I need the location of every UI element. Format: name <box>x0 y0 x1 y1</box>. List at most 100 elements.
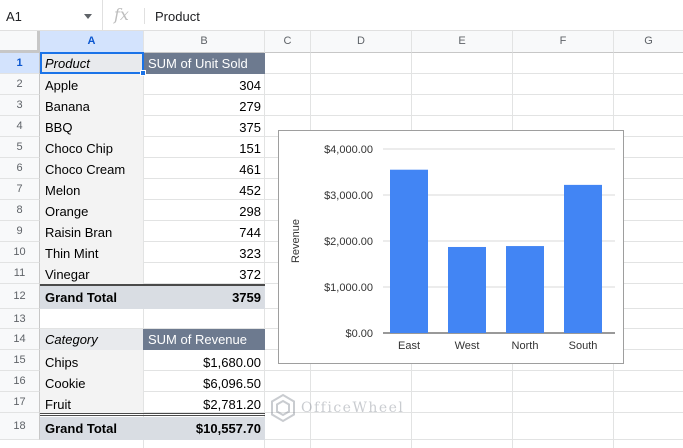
pivot1-row-value[interactable]: 452 <box>239 183 261 198</box>
row-header-13[interactable]: 13 <box>0 309 40 329</box>
row-header-14[interactable]: 14 <box>0 329 40 350</box>
grid-line <box>40 412 683 413</box>
pivot1-header-bg <box>40 53 143 74</box>
row-header-6[interactable]: 6 <box>0 158 40 179</box>
watermark-text: OfficeWheel <box>301 400 405 416</box>
pivot1-row-value[interactable]: 375 <box>239 120 261 135</box>
pivot1-row-value[interactable]: 304 <box>239 78 261 93</box>
pivot2-row-label[interactable]: Cookie <box>45 376 86 391</box>
row-header-15[interactable]: 15 <box>0 350 40 371</box>
pivot2-row-header[interactable]: Category <box>45 332 98 347</box>
column-header-b[interactable]: B <box>144 31 265 53</box>
pivot1-total-bg <box>40 286 265 309</box>
pivot1-row-label[interactable]: Thin Mint <box>45 246 99 261</box>
chart-canvas: $0.00 $1,000.00 $2,000.00 $3,000.00 $4,000.0… <box>290 144 615 352</box>
row-header-18[interactable]: 18 <box>0 413 40 440</box>
formula-input[interactable]: Product <box>155 9 200 24</box>
chevron-down-icon[interactable] <box>84 14 92 19</box>
pivot2-row-label[interactable]: Fruit <box>45 397 71 412</box>
pivot1-value-header[interactable]: SUM of Unit Sold <box>148 56 248 71</box>
grid-line <box>40 370 683 371</box>
row-header-4[interactable]: 4 <box>0 116 40 137</box>
function-icon: fx <box>114 5 129 24</box>
x-tick-label: South <box>569 340 598 352</box>
pivot1-value-header-bg: SUM of Unit Sold <box>143 53 265 74</box>
y-tick-label: $2,000.00 <box>324 236 373 248</box>
pivot2-total-rule <box>40 415 265 416</box>
column-header-f[interactable]: F <box>513 31 614 53</box>
pivot1-row-value[interactable]: 298 <box>239 204 261 219</box>
pivot1-row-label[interactable]: Orange <box>45 204 89 219</box>
fill-handle[interactable] <box>140 70 146 76</box>
row-header-5[interactable]: 5 <box>0 137 40 158</box>
pivot2-row-value[interactable]: $6,096.50 <box>203 376 261 391</box>
pivot1-row-value[interactable]: 461 <box>239 162 261 177</box>
pivot1-row-label[interactable]: Melon <box>45 183 81 198</box>
pivot1-row-value[interactable]: 744 <box>239 225 261 240</box>
y-tick-label: $3,000.00 <box>324 190 373 202</box>
column-header-e[interactable]: E <box>412 31 513 53</box>
grid-line <box>40 94 683 95</box>
pivot2-row-value[interactable]: $2,781.20 <box>203 397 261 412</box>
bar-south <box>564 184 602 333</box>
grid-line <box>143 53 144 448</box>
revenue-chart[interactable]: $0.00 $1,000.00 $2,000.00 $3,000.00 $4,000.0… <box>278 130 624 364</box>
x-tick-label: West <box>455 340 480 352</box>
formula-divider <box>144 8 145 24</box>
row-header-9[interactable]: 9 <box>0 221 40 242</box>
grid-line <box>264 53 265 448</box>
pivot2-header-bg <box>40 329 143 350</box>
row-header-17[interactable]: 17 <box>0 392 40 413</box>
officewheel-watermark: OfficeWheel <box>268 393 428 423</box>
y-tick-label: $4,000.00 <box>324 144 373 156</box>
pivot1-total-rule <box>40 284 265 286</box>
name-box[interactable]: A1 <box>0 0 103 31</box>
column-header-g[interactable]: G <box>614 31 683 53</box>
pivot1-row-label[interactable]: Apple <box>45 78 79 93</box>
grid-line <box>40 439 683 440</box>
pivot1-row-label[interactable]: Raisin Bran <box>45 225 113 240</box>
row-header-1[interactable]: 1 <box>0 53 40 74</box>
pivot1-row-value[interactable]: 151 <box>239 141 261 156</box>
pivot1-row-value[interactable]: 279 <box>239 99 261 114</box>
x-tick-label: North <box>512 340 539 352</box>
pivot1-row-label[interactable]: Banana <box>45 99 90 114</box>
row-header-16[interactable]: 16 <box>0 371 40 392</box>
pivot1-row-value[interactable]: 372 <box>239 267 261 282</box>
y-tick-label: $1,000.00 <box>324 282 373 294</box>
pivot1-row-label[interactable]: BBQ <box>45 120 73 135</box>
column-header-d[interactable]: D <box>311 31 412 53</box>
pivot1-total-label[interactable]: Grand Total <box>45 290 117 305</box>
row-header-10[interactable]: 10 <box>0 242 40 263</box>
row-header-2[interactable]: 2 <box>0 74 40 95</box>
row-header-12[interactable]: 12 <box>0 284 40 309</box>
pivot1-row-label[interactable]: Choco Cream <box>45 162 126 177</box>
grid-line <box>40 391 683 392</box>
grid-line <box>40 73 683 74</box>
pivot1-row-header[interactable]: Product <box>45 56 90 71</box>
pivot1-total-value[interactable]: 3759 <box>232 290 261 305</box>
row-header-3[interactable]: 3 <box>0 95 40 116</box>
pivot2-total-label[interactable]: Grand Total <box>45 421 117 436</box>
pivot2-row-labels-bg <box>40 350 143 413</box>
row-header-7[interactable]: 7 <box>0 179 40 200</box>
bar-north <box>506 246 544 333</box>
select-all-corner[interactable] <box>0 31 40 53</box>
pivot1-row-label[interactable]: Choco Chip <box>45 141 113 156</box>
pivot2-value-header[interactable]: SUM of Revenue <box>148 332 247 347</box>
pivot1-row-value[interactable]: 323 <box>239 246 261 261</box>
row-header-11[interactable]: 11 <box>0 263 40 284</box>
pivot2-row-label[interactable]: Chips <box>45 355 79 370</box>
row-header-8[interactable]: 8 <box>0 200 40 221</box>
column-header-c[interactable]: C <box>265 31 311 53</box>
column-header-a[interactable]: A <box>40 31 144 53</box>
y-axis-label: Revenue <box>290 219 302 263</box>
formula-bar: A1 fx Product <box>0 0 683 31</box>
pivot2-row-value[interactable]: $1,680.00 <box>203 355 261 370</box>
cell-selection <box>40 52 144 74</box>
bar-west <box>448 246 486 333</box>
pivot2-total-value[interactable]: $10,557.70 <box>195 421 261 436</box>
pivot1-row-labels-bg <box>40 74 143 284</box>
officewheel-logo-icon <box>271 393 295 423</box>
pivot1-row-label[interactable]: Vinegar <box>45 267 90 282</box>
